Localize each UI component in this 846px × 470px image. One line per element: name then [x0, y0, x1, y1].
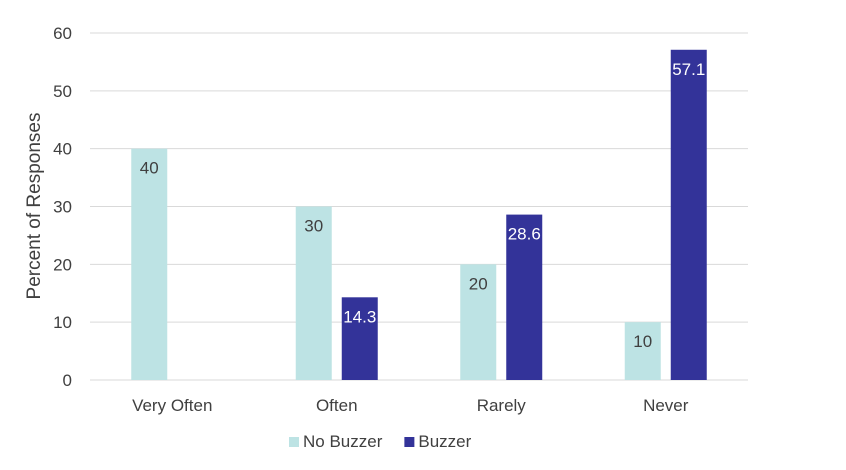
legend-swatch	[404, 437, 415, 447]
x-tick-label: Rarely	[477, 396, 527, 415]
data-label: 40	[140, 159, 159, 178]
data-label: 28.6	[508, 225, 541, 244]
x-tick-label: Never	[643, 396, 689, 415]
data-label: 30	[304, 217, 323, 236]
y-tick-label: 0	[63, 371, 72, 390]
x-tick-label: Often	[316, 396, 358, 415]
bar-no-buzzer	[295, 206, 332, 380]
bar-no-buzzer	[624, 322, 661, 380]
legend-swatch	[289, 437, 299, 447]
bar-no-buzzer	[131, 148, 168, 380]
data-labels: 40 30 14.3 20 28.6 10 57.1	[140, 60, 706, 351]
data-label: 14.3	[343, 307, 376, 326]
legend-label: Buzzer	[418, 432, 471, 451]
y-tick-label: 50	[53, 82, 72, 101]
y-axis-title: Percent of Responses	[24, 113, 45, 300]
bar-buzzer	[506, 214, 543, 380]
gridlines	[90, 32, 748, 381]
y-tick-label: 10	[53, 313, 72, 332]
y-tick-label: 30	[53, 198, 72, 217]
bar-buzzer	[341, 297, 378, 380]
legend: No Buzzer Buzzer	[289, 432, 472, 451]
bars	[131, 49, 707, 380]
y-tick-label: 20	[53, 255, 72, 274]
data-label: 57.1	[672, 60, 705, 79]
legend-label: No Buzzer	[303, 432, 383, 451]
x-axis-tick-labels: Very Often Often Rarely Never	[132, 396, 689, 415]
x-tick-label: Very Often	[132, 396, 212, 415]
bar-no-buzzer	[460, 264, 497, 380]
data-label: 20	[469, 274, 488, 293]
y-axis-tick-labels: 0 10 20 30 40 50 60	[53, 24, 72, 390]
bar-buzzer	[670, 49, 707, 380]
data-label: 10	[633, 332, 652, 351]
y-tick-label: 60	[53, 24, 72, 43]
y-tick-label: 40	[53, 140, 72, 159]
